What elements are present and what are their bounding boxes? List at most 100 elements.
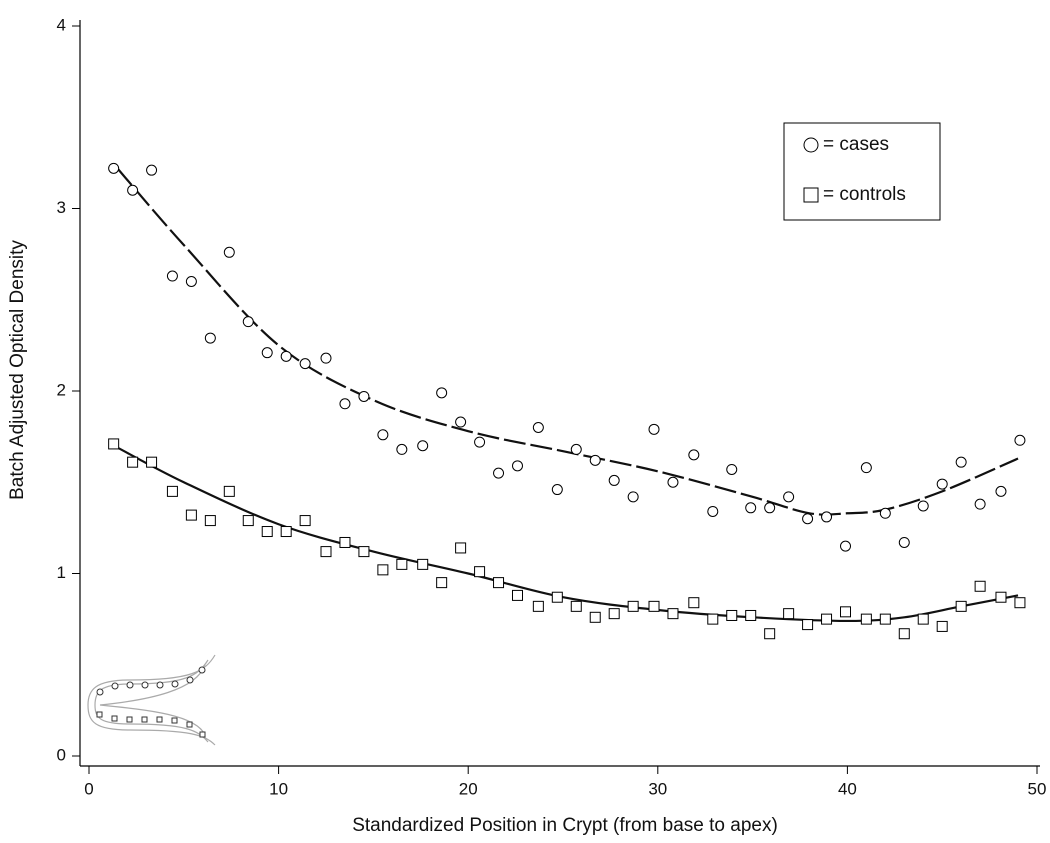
point [377,564,389,576]
point [955,456,967,468]
point [127,456,139,468]
point [764,502,776,514]
point [1014,597,1026,609]
x-tick-label: 30 [648,779,667,798]
point [879,613,891,625]
point [417,440,429,452]
legend-marker [803,187,819,203]
point [417,558,429,570]
point [223,485,235,497]
legend-label: = controls [823,184,906,205]
point [166,270,178,282]
point [1014,434,1026,446]
point [280,526,292,538]
x-tick-label: 50 [1028,779,1047,798]
point [802,619,814,631]
point [532,600,544,612]
point [474,566,486,578]
point [879,507,891,519]
point [917,500,929,512]
point [570,443,582,455]
crypt-icon [87,654,216,746]
point [493,467,505,479]
point [532,422,544,433]
point [455,542,467,554]
point [299,358,311,370]
point [745,502,757,514]
point [726,609,738,621]
point [627,600,639,612]
point [436,387,448,399]
point [667,608,679,620]
point [648,600,660,612]
point [320,546,332,558]
point [396,558,408,570]
point [146,456,158,468]
y-tick-label: 3 [57,198,66,217]
point [261,526,273,538]
point [589,611,601,623]
point [493,577,505,589]
point [455,416,467,428]
point [667,476,679,488]
point [320,352,332,364]
point [146,164,158,176]
y-tick-label: 0 [57,745,66,764]
point [511,589,523,601]
crypt-cells [96,666,206,738]
point [358,546,370,558]
point [339,536,351,548]
point [261,347,273,359]
point [551,591,563,603]
point [995,485,1007,497]
point [339,398,351,410]
point [608,608,620,620]
point [860,462,872,474]
point [917,613,929,625]
point [898,628,910,640]
point [688,449,700,461]
point [860,613,872,625]
point [745,609,757,621]
y-tick-label: 4 [57,15,66,34]
point [821,511,833,523]
fit-line [116,446,1019,623]
point [299,515,311,527]
point [280,350,292,362]
legend-label: = cases [823,134,889,155]
legend-marker [803,137,819,153]
x-tick-label: 20 [459,779,478,798]
point [223,246,235,258]
point [358,390,370,402]
point [974,498,986,510]
point [608,474,620,486]
x-tick-label: 40 [838,779,857,798]
point [840,606,852,618]
point [898,536,910,548]
point [955,600,967,612]
point [242,316,254,328]
point [726,463,738,475]
point [783,608,795,620]
x-tick-label: 0 [84,779,93,798]
x-tick-label: 10 [269,779,288,798]
point [396,443,408,455]
point [995,591,1007,603]
point [589,454,601,466]
point [108,438,120,450]
point [648,423,660,435]
point [707,505,719,517]
x-axis-label: Standardized Position in Crypt (from bas… [352,815,778,836]
y-axis-label: Batch Adjusted Optical Density [7,240,28,500]
point [377,429,389,441]
point [127,184,139,196]
point [551,484,563,496]
point [570,600,582,612]
point [707,613,719,625]
y-tick-label: 2 [57,380,66,399]
point [204,515,216,527]
point [936,620,948,632]
point [974,580,986,592]
point [802,513,814,525]
